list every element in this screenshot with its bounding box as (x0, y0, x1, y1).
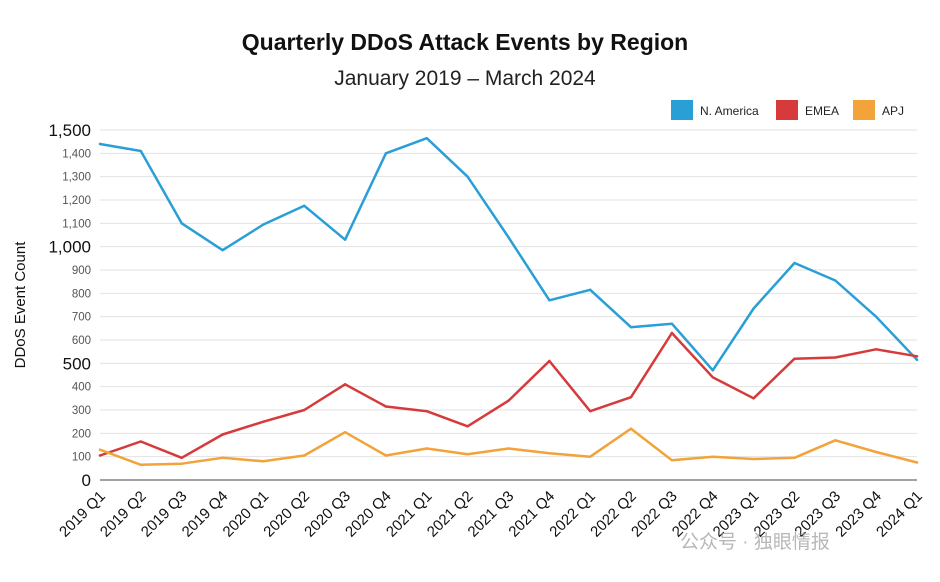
data-point (98, 142, 102, 146)
data-point (466, 425, 469, 428)
y-tick-label: 1,400 (62, 148, 91, 160)
data-point (915, 461, 919, 464)
data-point (466, 453, 469, 456)
data-point (874, 450, 878, 454)
y-tick-label: 1,100 (62, 218, 91, 230)
data-point (303, 204, 306, 208)
data-point (303, 454, 306, 457)
data-point (548, 359, 551, 363)
data-point (262, 420, 265, 423)
data-point (180, 456, 183, 460)
data-point (221, 456, 224, 460)
data-point (507, 236, 510, 239)
data-point (670, 322, 674, 325)
data-point (711, 376, 714, 379)
data-point (752, 457, 755, 461)
data-point (221, 248, 224, 252)
data-point (793, 357, 796, 360)
legend-label: N. America (700, 104, 759, 118)
y-tick-label: 500 (63, 354, 91, 373)
data-point (139, 440, 143, 443)
y-tick-label: 1,200 (62, 195, 91, 207)
data-point (915, 358, 919, 362)
y-tick-label: 300 (72, 405, 91, 417)
data-point (384, 454, 388, 457)
grid (100, 129, 917, 481)
data-point (466, 175, 469, 178)
y-tick-label: 0 (82, 471, 91, 490)
chart-subtitle: January 2019 – March 2024 (334, 67, 596, 90)
data-point (139, 149, 143, 153)
data-point (262, 223, 265, 226)
data-point (384, 152, 388, 155)
data-point (98, 448, 102, 451)
data-point (752, 307, 755, 310)
data-point (180, 222, 183, 225)
data-point (670, 331, 674, 335)
y-tick-label: 700 (72, 312, 91, 324)
data-point (793, 261, 796, 265)
data-point (139, 463, 143, 467)
data-point (425, 409, 428, 413)
legend-label: APJ (882, 104, 904, 118)
data-point (711, 369, 714, 372)
y-tick-label: 200 (72, 428, 91, 440)
data-point (834, 279, 837, 282)
y-tick-label: 100 (72, 452, 91, 464)
data-point (507, 399, 510, 402)
data-point (425, 136, 428, 140)
data-point (303, 408, 306, 412)
data-point (915, 355, 919, 358)
series-line-emea (98, 331, 919, 460)
legend-label: EMEA (805, 104, 839, 118)
legend-swatch (671, 100, 693, 120)
data-point (343, 430, 347, 434)
series-line-n-america (98, 136, 919, 372)
data-point (262, 460, 265, 463)
y-tick-label: 600 (72, 335, 91, 347)
y-tick-label: 400 (72, 382, 91, 394)
data-point (548, 299, 551, 302)
data-point (589, 455, 592, 458)
legend-swatch (853, 100, 875, 120)
data-point (343, 238, 347, 241)
y-tick-label: 1,300 (62, 172, 91, 184)
data-point (425, 447, 428, 450)
y-axis-ticks: 0 100 200 300 400 500 600 700 800 900 1,000 1,100 1,… (48, 121, 91, 490)
data-point (180, 462, 183, 465)
y-tick-label: 1,500 (48, 121, 91, 140)
y-tick-label: 1,000 (48, 238, 91, 257)
legend-swatch (776, 100, 798, 120)
data-point (874, 315, 878, 318)
y-tick-label: 800 (72, 288, 91, 300)
data-point (629, 395, 633, 399)
data-point (548, 451, 551, 455)
data-point (507, 447, 510, 450)
data-point (711, 455, 714, 458)
data-point (98, 454, 102, 457)
data-point (874, 348, 878, 351)
data-point (589, 409, 592, 413)
data-point (343, 383, 347, 386)
data-point (752, 397, 755, 400)
watermark-text: 公众号 · 独眼情报 (680, 531, 830, 553)
y-tick-label: 900 (72, 265, 91, 277)
data-point (834, 439, 837, 442)
data-point (384, 405, 388, 408)
data-point (670, 458, 674, 462)
chart-title: Quarterly DDoS Attack Events by Region (242, 29, 688, 55)
data-point (834, 356, 837, 359)
data-point (629, 325, 633, 329)
series-lines (98, 136, 919, 467)
data-point (221, 433, 224, 436)
data-point (589, 288, 592, 292)
y-axis-label: DDoS Event Count (12, 241, 29, 369)
legend: N. America EMEA APJ (671, 100, 904, 120)
x-tick-label: 2024 Q1 (873, 488, 926, 541)
data-point (793, 456, 796, 460)
data-point (629, 427, 633, 430)
